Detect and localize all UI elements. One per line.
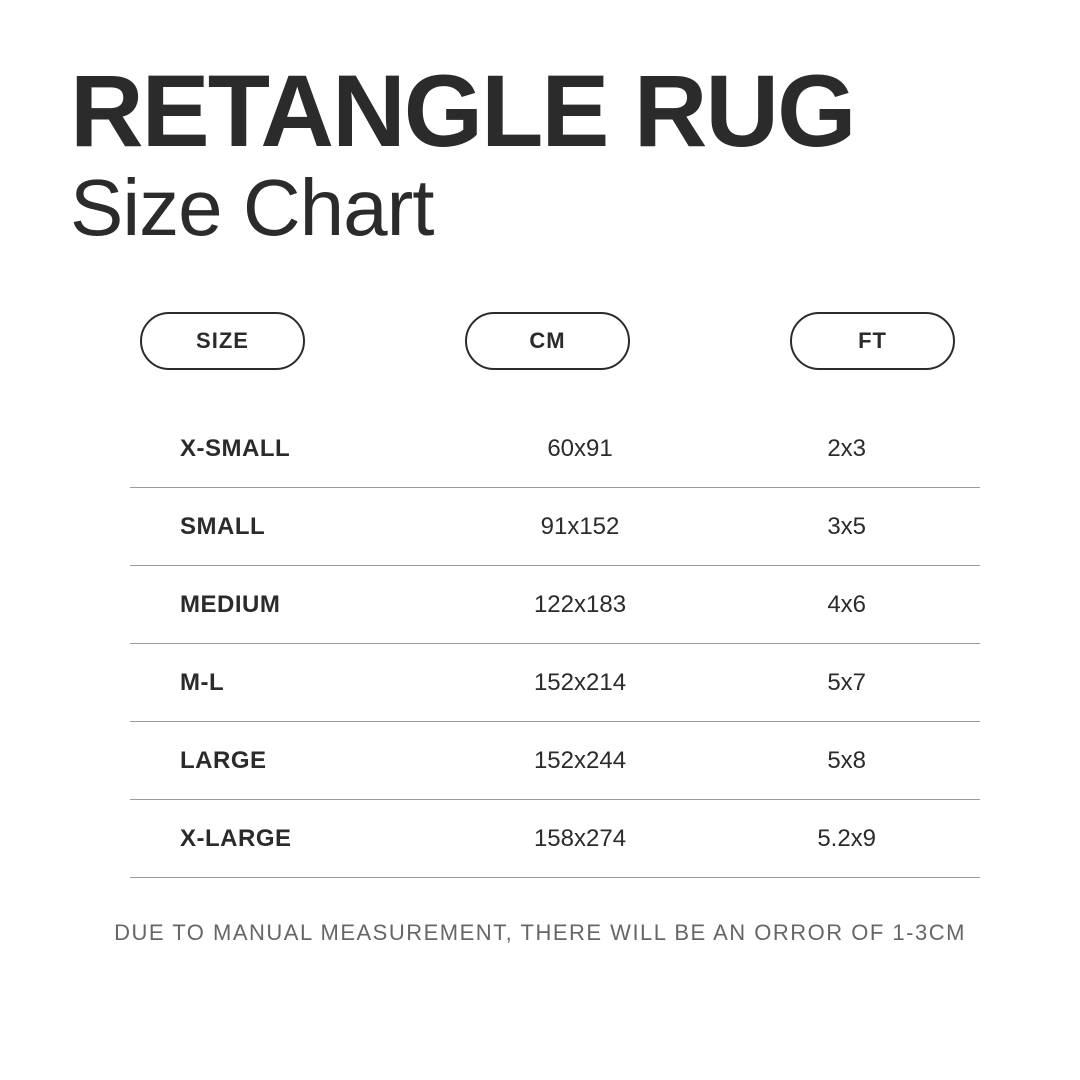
- header-col-cm: CM: [412, 312, 684, 370]
- cell-cm: 122x183: [447, 591, 714, 619]
- cell-ft: 3x5: [713, 513, 980, 541]
- cell-ft: 5x7: [713, 669, 980, 697]
- cell-size: LARGE: [130, 747, 447, 775]
- cell-size: X-SMALL: [130, 435, 447, 463]
- table-row: MEDIUM 122x183 4x6: [130, 566, 980, 644]
- table-row: SMALL 91x152 3x5: [130, 488, 980, 566]
- cell-ft: 5x8: [713, 747, 980, 775]
- table-row: LARGE 152x244 5x8: [130, 722, 980, 800]
- page-title: RETANGLE RUG: [70, 60, 1010, 162]
- cell-size: M-L: [130, 669, 447, 697]
- header-col-ft: FT: [683, 312, 980, 370]
- page-subtitle: Size Chart: [70, 164, 1010, 252]
- table-header-row: SIZE CM FT: [130, 312, 980, 370]
- cell-size: X-LARGE: [130, 825, 447, 853]
- cell-ft: 2x3: [713, 435, 980, 463]
- cell-cm: 91x152: [447, 513, 714, 541]
- cell-ft: 5.2x9: [713, 825, 980, 853]
- cell-ft: 4x6: [713, 591, 980, 619]
- table-row: X-LARGE 158x274 5.2x9: [130, 800, 980, 878]
- header-pill-ft: FT: [790, 312, 955, 370]
- header-col-size: SIZE: [130, 312, 412, 370]
- footnote: DUE TO MANUAL MEASUREMENT, THERE WILL BE…: [70, 920, 1010, 946]
- cell-cm: 158x274: [447, 825, 714, 853]
- size-chart-page: RETANGLE RUG Size Chart SIZE CM FT X-SMA…: [0, 0, 1080, 1080]
- cell-cm: 152x244: [447, 747, 714, 775]
- cell-size: MEDIUM: [130, 591, 447, 619]
- size-table: SIZE CM FT X-SMALL 60x91 2x3 SMALL 91x15…: [70, 312, 1010, 878]
- header-pill-size: SIZE: [140, 312, 305, 370]
- header-pill-cm: CM: [465, 312, 630, 370]
- table-row: X-SMALL 60x91 2x3: [130, 410, 980, 488]
- table-row: M-L 152x214 5x7: [130, 644, 980, 722]
- cell-cm: 60x91: [447, 435, 714, 463]
- cell-size: SMALL: [130, 513, 447, 541]
- cell-cm: 152x214: [447, 669, 714, 697]
